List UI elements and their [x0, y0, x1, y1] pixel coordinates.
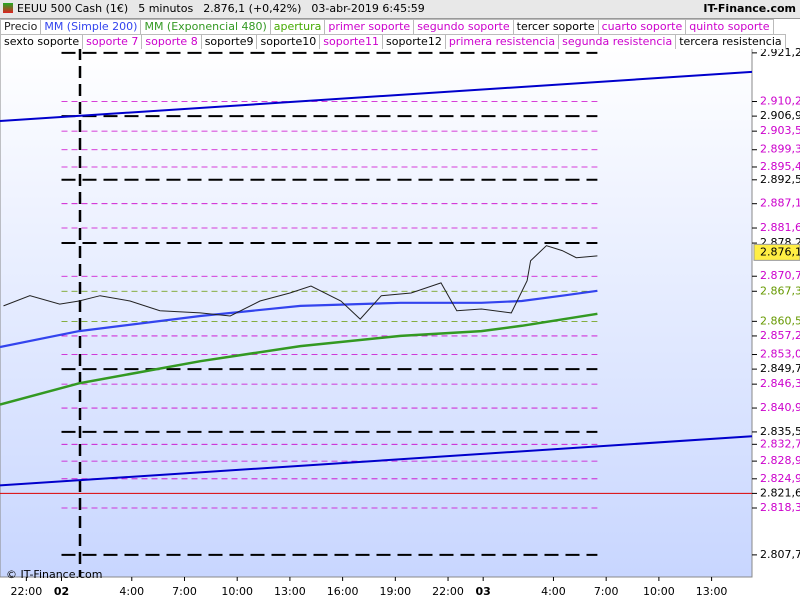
- x-tick-label: 13:00: [696, 585, 728, 598]
- y-tick-label: 2.881,6: [760, 221, 800, 234]
- y-tick-label: 2.849,7: [760, 362, 800, 375]
- x-tick-label: 02: [54, 585, 69, 598]
- legend-item: soporte12: [382, 34, 446, 49]
- x-tick-label: 22:00: [11, 585, 43, 598]
- series-line: [0, 312, 598, 406]
- x-tick-label: 19:00: [379, 585, 411, 598]
- quote: 2.876,1 (+0,42%): [203, 2, 302, 15]
- y-tick-label: 2.824,9: [760, 472, 800, 485]
- series-line: [3, 245, 598, 320]
- y-tick-label: 2.840,9: [760, 401, 800, 414]
- legend-item: tercera resistencia: [675, 34, 786, 49]
- watermark: © IT-Finance.com: [6, 568, 103, 581]
- y-tick-label: 2.921,2: [760, 46, 800, 59]
- icon: [3, 3, 13, 13]
- trend-line: [0, 70, 753, 122]
- timestamp: 03-abr-2019 6:45:59: [311, 2, 425, 15]
- legend-item: soporte9: [200, 34, 258, 49]
- instrument: EEUU 500 Cash (1€): [17, 2, 129, 15]
- interval: 5 minutos: [138, 2, 194, 15]
- y-tick-label: 2.835,5: [760, 425, 800, 438]
- y-tick-label: 2.818,3: [760, 501, 800, 514]
- x-tick-label: 7:00: [172, 585, 197, 598]
- legend-item: soporte 8: [141, 34, 202, 49]
- y-tick-label: 2.857,2: [760, 329, 800, 342]
- y-tick-label: 2.870,7: [760, 269, 800, 282]
- x-tick-label: 7:00: [594, 585, 619, 598]
- legend-item: segunda resistencia: [558, 34, 677, 49]
- legend-item: soporte 7: [82, 34, 143, 49]
- y-tick-label: 2.860,5: [760, 314, 800, 327]
- legend-item: tercer soporte: [512, 19, 599, 35]
- x-tick-label: 4:00: [119, 585, 144, 598]
- legend-item: segundo soporte: [413, 19, 514, 35]
- y-tick-label: 2.895,4: [760, 160, 800, 173]
- legend-item: soporte10: [256, 34, 321, 49]
- y-tick-label: 2.828,9: [760, 454, 800, 467]
- y-tick-label: 2.892,5: [760, 173, 800, 186]
- y-tick-label: 2.899,3: [760, 143, 800, 156]
- y-tick-label: 2.910,2: [760, 95, 800, 108]
- current-price-box: [753, 243, 800, 261]
- x-tick-label: 22:00: [432, 585, 464, 598]
- current-price-label: 2.876,1: [760, 245, 800, 258]
- legend-item: MM (Simple 200): [40, 19, 142, 35]
- y-tick-label: 2.887,1: [760, 197, 800, 210]
- legend-item: Precio: [0, 19, 42, 35]
- y-tick-label: 2.903,5: [760, 124, 800, 137]
- legend-item: MM (Exponencial 480): [140, 19, 271, 35]
- x-tick-label: 10:00: [643, 585, 675, 598]
- series-line: [0, 289, 598, 349]
- legend-item: primer soporte: [324, 19, 415, 35]
- legend-item: sexto soporte: [0, 34, 84, 49]
- trend-line: [0, 435, 753, 487]
- legend: Precio MM (Simple 200) MM (Exponencial 480…: [0, 19, 800, 49]
- x-tick-label: 4:00: [541, 585, 566, 598]
- x-tick-label: 10:00: [221, 585, 253, 598]
- y-tick-label: 2.853,0: [760, 348, 800, 361]
- brand: IT-Finance.com: [703, 2, 796, 15]
- x-tick-label: 03: [476, 585, 491, 598]
- y-tick-label: 2.832,7: [760, 437, 800, 450]
- legend-item: soporte11: [319, 34, 384, 49]
- legend-item: quinto soporte: [685, 19, 774, 35]
- x-tick-label: 13:00: [274, 585, 306, 598]
- y-tick-label: 2.807,7: [760, 548, 800, 561]
- y-tick-label: 2.846,3: [760, 377, 800, 390]
- y-tick-label: 2.906,9: [760, 109, 800, 122]
- y-tick-label: 2.867,3: [760, 284, 800, 297]
- legend-item: primera resistencia: [444, 34, 560, 49]
- legend-item: apertura: [269, 19, 326, 35]
- legend-item: cuarto soporte: [597, 19, 687, 35]
- plot-area: [0, 47, 753, 578]
- header: EEUU 500 Cash (1€) 5 minutos 2.876,1 (+0,4…: [0, 0, 800, 19]
- x-tick-label: 16:00: [327, 585, 359, 598]
- y-tick-label: 2.821,6: [760, 486, 800, 499]
